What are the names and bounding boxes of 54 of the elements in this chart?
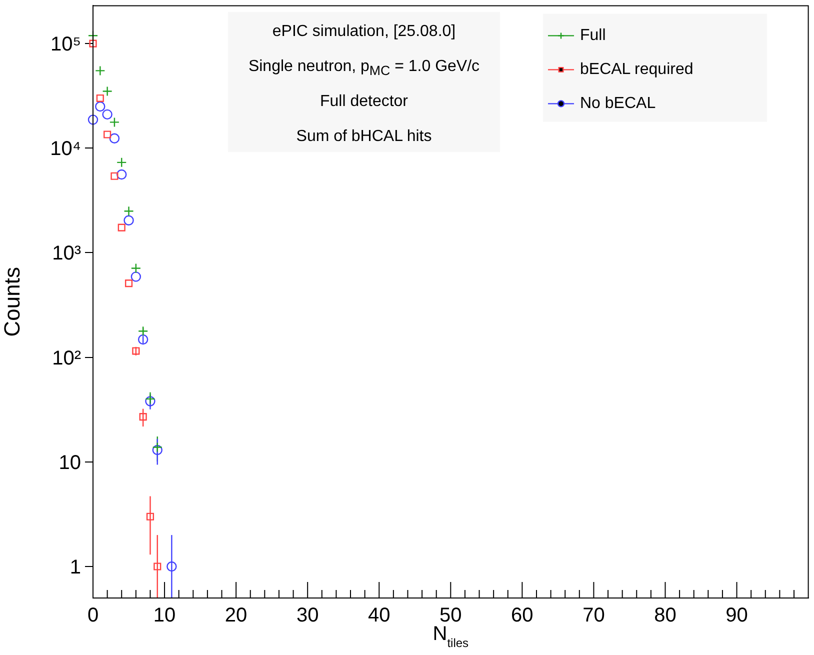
- legend-label: bECAL required: [580, 61, 694, 78]
- point: [102, 86, 112, 96]
- x-tick-label: 10: [153, 604, 176, 627]
- point: [89, 40, 97, 48]
- annotation: Sum of bHCAL hits: [295, 127, 433, 147]
- point: [130, 272, 142, 282]
- annotation: Full detector: [318, 92, 410, 112]
- y-tick-label: 10³: [52, 242, 82, 265]
- y-tick-label: 1: [70, 556, 81, 579]
- x-tick-label: 30: [296, 604, 319, 627]
- y-tick-label: 10²: [52, 347, 82, 370]
- point: [116, 157, 127, 168]
- point: [124, 215, 134, 226]
- point: [95, 101, 106, 112]
- y-tick-label: 10⁴: [50, 138, 81, 160]
- x-tick-label: 80: [654, 604, 676, 627]
- point: [132, 347, 140, 355]
- annotation: ePIC simulation, [25.08.0]: [271, 22, 457, 42]
- point: [124, 280, 133, 288]
- point: [116, 169, 127, 180]
- point: [138, 334, 148, 345]
- point: [146, 512, 154, 520]
- y-tick-label: 10⁵: [50, 34, 81, 56]
- legend-label: No bECAL: [580, 95, 656, 112]
- point: [145, 396, 156, 406]
- point: [152, 442, 162, 452]
- x-tick-label: 70: [582, 604, 605, 627]
- point: [130, 263, 142, 274]
- point: [109, 133, 120, 144]
- y-tick-label: 10: [58, 452, 81, 474]
- point: [102, 109, 112, 120]
- point: [152, 444, 162, 456]
- point: [166, 561, 177, 572]
- point: [139, 413, 147, 421]
- point: [104, 130, 112, 138]
- point: [95, 66, 106, 76]
- x-tick-label: 60: [511, 604, 534, 627]
- point: [154, 562, 162, 570]
- point: [138, 326, 148, 336]
- point: [145, 394, 156, 404]
- legend-label: Full: [580, 27, 606, 44]
- x-tick-label: 90: [726, 604, 748, 627]
- point: [118, 224, 126, 232]
- annotation: Single neutron, p$_{MC}$ = 1.0 GeV/c: [247, 57, 481, 80]
- point: [88, 114, 98, 125]
- x-tick-label: 0: [87, 604, 99, 627]
- point: [110, 172, 118, 180]
- x-tick-label: 40: [368, 604, 390, 627]
- point: [109, 117, 120, 128]
- y-axis-title: Counts: [0, 266, 24, 337]
- point: [124, 206, 134, 216]
- x-tick-label: 20: [224, 604, 248, 627]
- point: [96, 94, 104, 102]
- x-tick-label: 50: [440, 604, 462, 627]
